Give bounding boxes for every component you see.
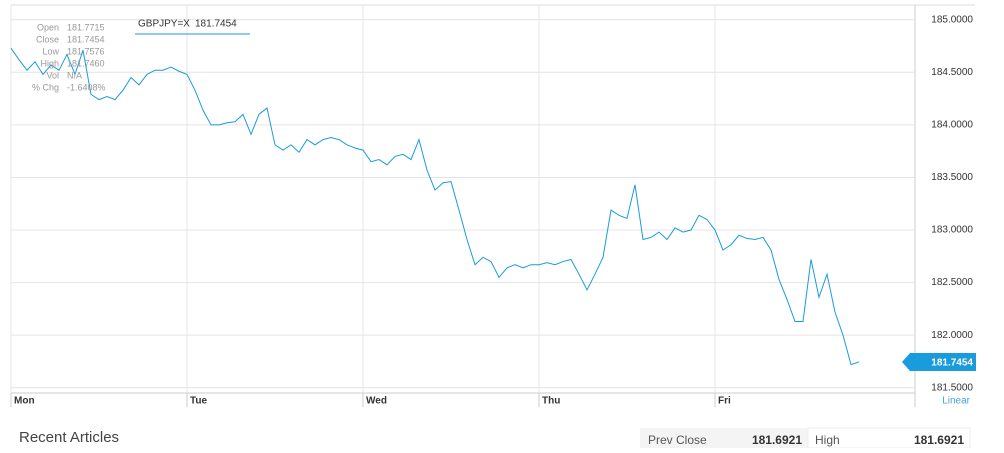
y-tick-label: 184.0000: [931, 120, 973, 131]
info-value: 181.7460: [67, 58, 105, 68]
stat-label: Prev Close: [648, 433, 707, 447]
info-label: Vol: [46, 70, 59, 80]
section-title: Recent Articles: [19, 429, 119, 446]
info-value: N/A: [67, 70, 82, 80]
x-tick-label: Fri: [718, 396, 731, 407]
x-tick-label: Wed: [366, 396, 387, 407]
stat-label: High: [815, 433, 840, 447]
x-tick-label: Thu: [542, 396, 560, 407]
info-label: High: [40, 58, 59, 68]
legend-name: GBPJPY=X: [138, 19, 190, 30]
info-label: Close: [36, 34, 59, 44]
price-tag: [902, 352, 976, 371]
info-label: Open: [37, 22, 59, 32]
stat-box: [640, 428, 808, 448]
x-tick-label: Tue: [190, 396, 207, 407]
plot: [10, 47, 860, 366]
y-tick-label: 183.0000: [931, 225, 973, 236]
y-tick-label: 184.5000: [931, 67, 973, 78]
y-tick-label: 182.0000: [931, 330, 973, 341]
info-value: -1.6408%: [67, 82, 106, 92]
stat-value: 181.6921: [914, 433, 964, 447]
y-tick-label: 181.5000: [931, 382, 973, 393]
info-box: Open 181.7715 Close 181.7454 Low 181.7576 High…: [32, 22, 106, 92]
scale-label: Linear: [942, 396, 970, 407]
info-value: 181.7576: [67, 46, 105, 56]
legend-value: 181.7454: [195, 19, 237, 30]
y-tick-label: 185.0000: [931, 14, 973, 25]
info-label: Low: [42, 46, 59, 56]
stat-value: 181.6921: [752, 433, 802, 447]
price-line: [10, 47, 860, 366]
info-label: % Chg: [32, 82, 59, 92]
price-tag-label: 181.7454: [931, 358, 973, 369]
y-tick-label: 183.5000: [931, 172, 973, 183]
y-tick-label: 182.5000: [931, 277, 973, 288]
info-value: 181.7715: [67, 22, 105, 32]
info-value: 181.7454: [67, 34, 105, 44]
grid: [10, 5, 915, 407]
x-tick-label: Mon: [14, 396, 35, 407]
